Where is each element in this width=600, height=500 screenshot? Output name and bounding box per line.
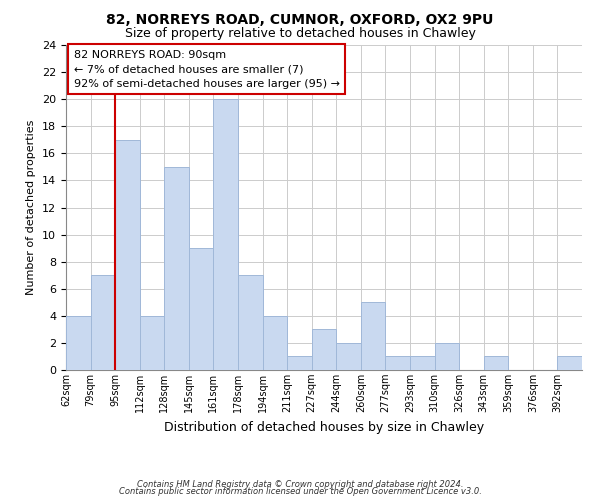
Bar xyxy=(263,316,287,370)
Bar xyxy=(238,275,263,370)
Bar xyxy=(189,248,214,370)
Bar xyxy=(115,140,140,370)
Text: Contains HM Land Registry data © Crown copyright and database right 2024.: Contains HM Land Registry data © Crown c… xyxy=(137,480,463,489)
Y-axis label: Number of detached properties: Number of detached properties xyxy=(26,120,37,295)
Bar xyxy=(410,356,434,370)
Bar xyxy=(164,167,189,370)
Bar xyxy=(361,302,385,370)
Bar xyxy=(66,316,91,370)
Text: 82 NORREYS ROAD: 90sqm
← 7% of detached houses are smaller (7)
92% of semi-detac: 82 NORREYS ROAD: 90sqm ← 7% of detached … xyxy=(74,50,340,88)
Text: Size of property relative to detached houses in Chawley: Size of property relative to detached ho… xyxy=(125,28,475,40)
Bar xyxy=(312,330,336,370)
Bar xyxy=(385,356,410,370)
Bar xyxy=(484,356,508,370)
Bar xyxy=(557,356,582,370)
X-axis label: Distribution of detached houses by size in Chawley: Distribution of detached houses by size … xyxy=(164,420,484,434)
Text: Contains public sector information licensed under the Open Government Licence v3: Contains public sector information licen… xyxy=(119,488,481,496)
Bar xyxy=(91,275,115,370)
Bar xyxy=(287,356,312,370)
Bar xyxy=(336,343,361,370)
Bar xyxy=(140,316,164,370)
Bar xyxy=(214,99,238,370)
Text: 82, NORREYS ROAD, CUMNOR, OXFORD, OX2 9PU: 82, NORREYS ROAD, CUMNOR, OXFORD, OX2 9P… xyxy=(106,12,494,26)
Bar xyxy=(434,343,459,370)
